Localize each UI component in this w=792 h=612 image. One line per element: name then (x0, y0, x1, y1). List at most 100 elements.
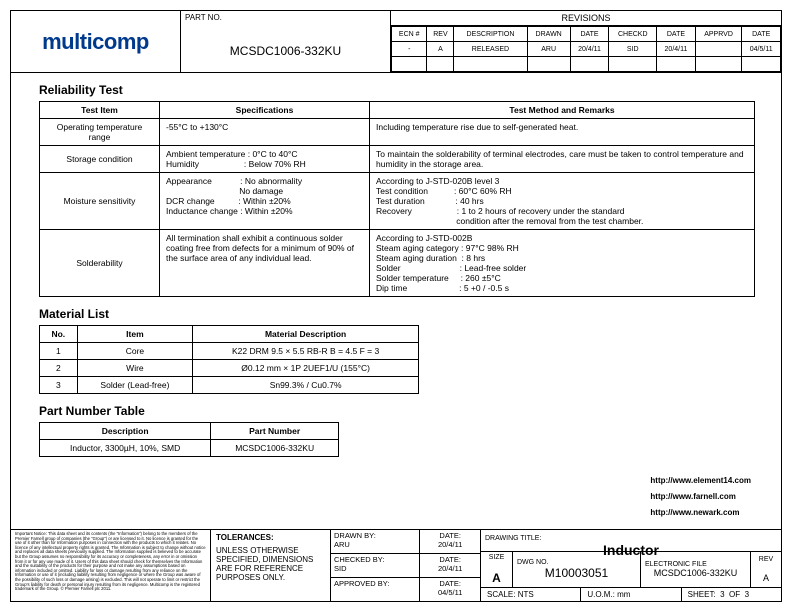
approved-by-label: APPROVED BY: (334, 579, 389, 588)
rev-cell (695, 42, 742, 57)
drawn-date: 20/4/11 (438, 540, 462, 549)
reference-links: http://www.element14.comhttp://www.farne… (650, 473, 751, 521)
mat-cell: 1 (40, 343, 78, 360)
drawn-by-label: DRAWN BY: (334, 531, 376, 540)
rev-col: APPRVD (695, 27, 742, 42)
rel-header: Test Item (40, 102, 160, 119)
reference-link: http://www.element14.com (650, 473, 751, 489)
date-label: DATE: (439, 531, 461, 540)
rev-cell: A (427, 42, 454, 57)
efile-label: ELECTRONIC FILE (645, 561, 746, 568)
mat-cell: Ø0.12 mm × 1P 2UEF1/U (155°C) (193, 360, 419, 377)
rel-remark: According to J-STD-002B Steam aging cate… (370, 230, 755, 297)
scale-value: NTS (518, 590, 534, 599)
tolerances-body: UNLESS OTHERWISE SPECIFIED, DIMENSIONS A… (216, 546, 325, 582)
fineprint: Important Notice: This data sheet and it… (11, 530, 211, 601)
uom-value: mm (617, 590, 630, 599)
reference-link: http://www.farnell.com (650, 489, 751, 505)
checked-by-value: SID (334, 564, 347, 573)
sheet-total: 3 (745, 590, 749, 599)
tolerances-cell: TOLERANCES: UNLESS OTHERWISE SPECIFIED, … (211, 530, 331, 601)
section-title-pnt: Part Number Table (39, 404, 753, 418)
revisions-table: ECN #REVDESCRIPTIONDRAWNDATECHECKDDATEAP… (391, 26, 781, 72)
date-label-3: DATE: (439, 579, 461, 588)
rel-item: Storage condition (40, 146, 160, 173)
pnt-cell: Inductor, 3300µH, 10%, SMD (40, 440, 211, 457)
pnt-header: Description (40, 423, 211, 440)
mat-cell: K22 DRM 9.5 × 5.5 RB-R B = 4.5 F = 3 (193, 343, 419, 360)
efile-value: MCSDC1006-332KU (645, 568, 746, 578)
material-table: No.ItemMaterial Description 1CoreK22 DRM… (39, 325, 419, 394)
rev-col: DATE (657, 27, 696, 42)
size-label: SIZE (485, 554, 508, 561)
rel-spec: Appearance : No abnormality No damage DC… (160, 173, 370, 230)
sheet-label: SHEET: (688, 590, 716, 599)
mat-cell: Core (77, 343, 193, 360)
drawn-by-value: ARU (334, 540, 350, 549)
rel-header: Specifications (160, 102, 370, 119)
rev-cell: ARU (527, 42, 570, 57)
partno-label: PART NO. (181, 11, 390, 29)
mat-cell: Solder (Lead-free) (77, 377, 193, 394)
titleblock-footer: Important Notice: This data sheet and it… (11, 529, 781, 601)
pnt-cell: MCSDC1006-332KU (211, 440, 339, 457)
mat-cell: 3 (40, 377, 78, 394)
dwgno-label: DWG NO. (517, 559, 636, 566)
rel-remark: Including temperature rise due to self-g… (370, 119, 755, 146)
rev-col: DESCRIPTION (454, 27, 527, 42)
mat-header: No. (40, 326, 78, 343)
drawing-frame: multicomp PART NO. MCSDC1006-332KU REVIS… (10, 10, 782, 602)
rel-item: Solderability (40, 230, 160, 297)
date-label-2: DATE: (439, 555, 461, 564)
scale-label: SCALE: (487, 590, 515, 599)
rel-item: Moisture sensitivity (40, 173, 160, 230)
rev-label: REV (755, 556, 777, 563)
revisions-title: REVISIONS (391, 11, 781, 26)
drawing-info-block: DRAWING TITLE: Inductor SIZEA DWG NO.M10… (481, 530, 781, 601)
partnumber-table: DescriptionPart Number Inductor, 3300µH,… (39, 422, 339, 457)
uom-label: U.O.M.: (587, 590, 615, 599)
rel-item: Operating temperature range (40, 119, 160, 146)
mat-header: Item (77, 326, 193, 343)
mat-cell: Sn99.3% / Cu0.7% (193, 377, 419, 394)
rev-cell: RELEASED (454, 42, 527, 57)
rel-remark: According to J-STD-020B level 3 Test con… (370, 173, 755, 230)
brand-logo: multicomp (11, 11, 181, 72)
checked-date: 20/4/11 (438, 564, 462, 573)
rev-value: A (755, 573, 777, 583)
checked-by-label: CHECKED BY: (334, 555, 384, 564)
size-value: A (485, 571, 508, 585)
mat-cell: 2 (40, 360, 78, 377)
pnt-header: Part Number (211, 423, 339, 440)
partno-cell: PART NO. MCSDC1006-332KU (181, 11, 391, 72)
rev-cell: - (392, 42, 427, 57)
rev-col: CHECKD (609, 27, 657, 42)
brand-name: multicomp (42, 29, 149, 55)
rev-col: DATE (742, 27, 781, 42)
rev-col: DATE (570, 27, 609, 42)
rev-col: DRAWN (527, 27, 570, 42)
titleblock-header: multicomp PART NO. MCSDC1006-332KU REVIS… (11, 11, 781, 73)
rel-spec: -55°C to +130°C (160, 119, 370, 146)
sheet-current: 3 (720, 590, 724, 599)
dwgno-value: M10003051 (517, 566, 636, 580)
rev-cell: 04/5/11 (742, 42, 781, 57)
partno-value: MCSDC1006-332KU (181, 29, 390, 72)
approved-date: 04/5/11 (438, 588, 462, 597)
mat-cell: Wire (77, 360, 193, 377)
sheet-of: OF (729, 590, 740, 599)
rev-cell: 20/4/11 (570, 42, 609, 57)
drawing-title-label: DRAWING TITLE: (485, 535, 541, 542)
rel-remark: To maintain the solderability of termina… (370, 146, 755, 173)
revisions-block: REVISIONS ECN #REVDESCRIPTIONDRAWNDATECH… (391, 11, 781, 72)
reference-link: http://www.newark.com (650, 505, 751, 521)
rel-spec: Ambient temperature : 0°C to 40°C Humidi… (160, 146, 370, 173)
section-title-material: Material List (39, 307, 753, 321)
mat-header: Material Description (193, 326, 419, 343)
rev-cell: SID (609, 42, 657, 57)
section-title-reliability: Reliability Test (39, 83, 753, 97)
reliability-table: Test ItemSpecificationsTest Method and R… (39, 101, 755, 297)
rev-col: ECN # (392, 27, 427, 42)
rev-col: REV (427, 27, 454, 42)
rev-cell: 20/4/11 (657, 42, 696, 57)
